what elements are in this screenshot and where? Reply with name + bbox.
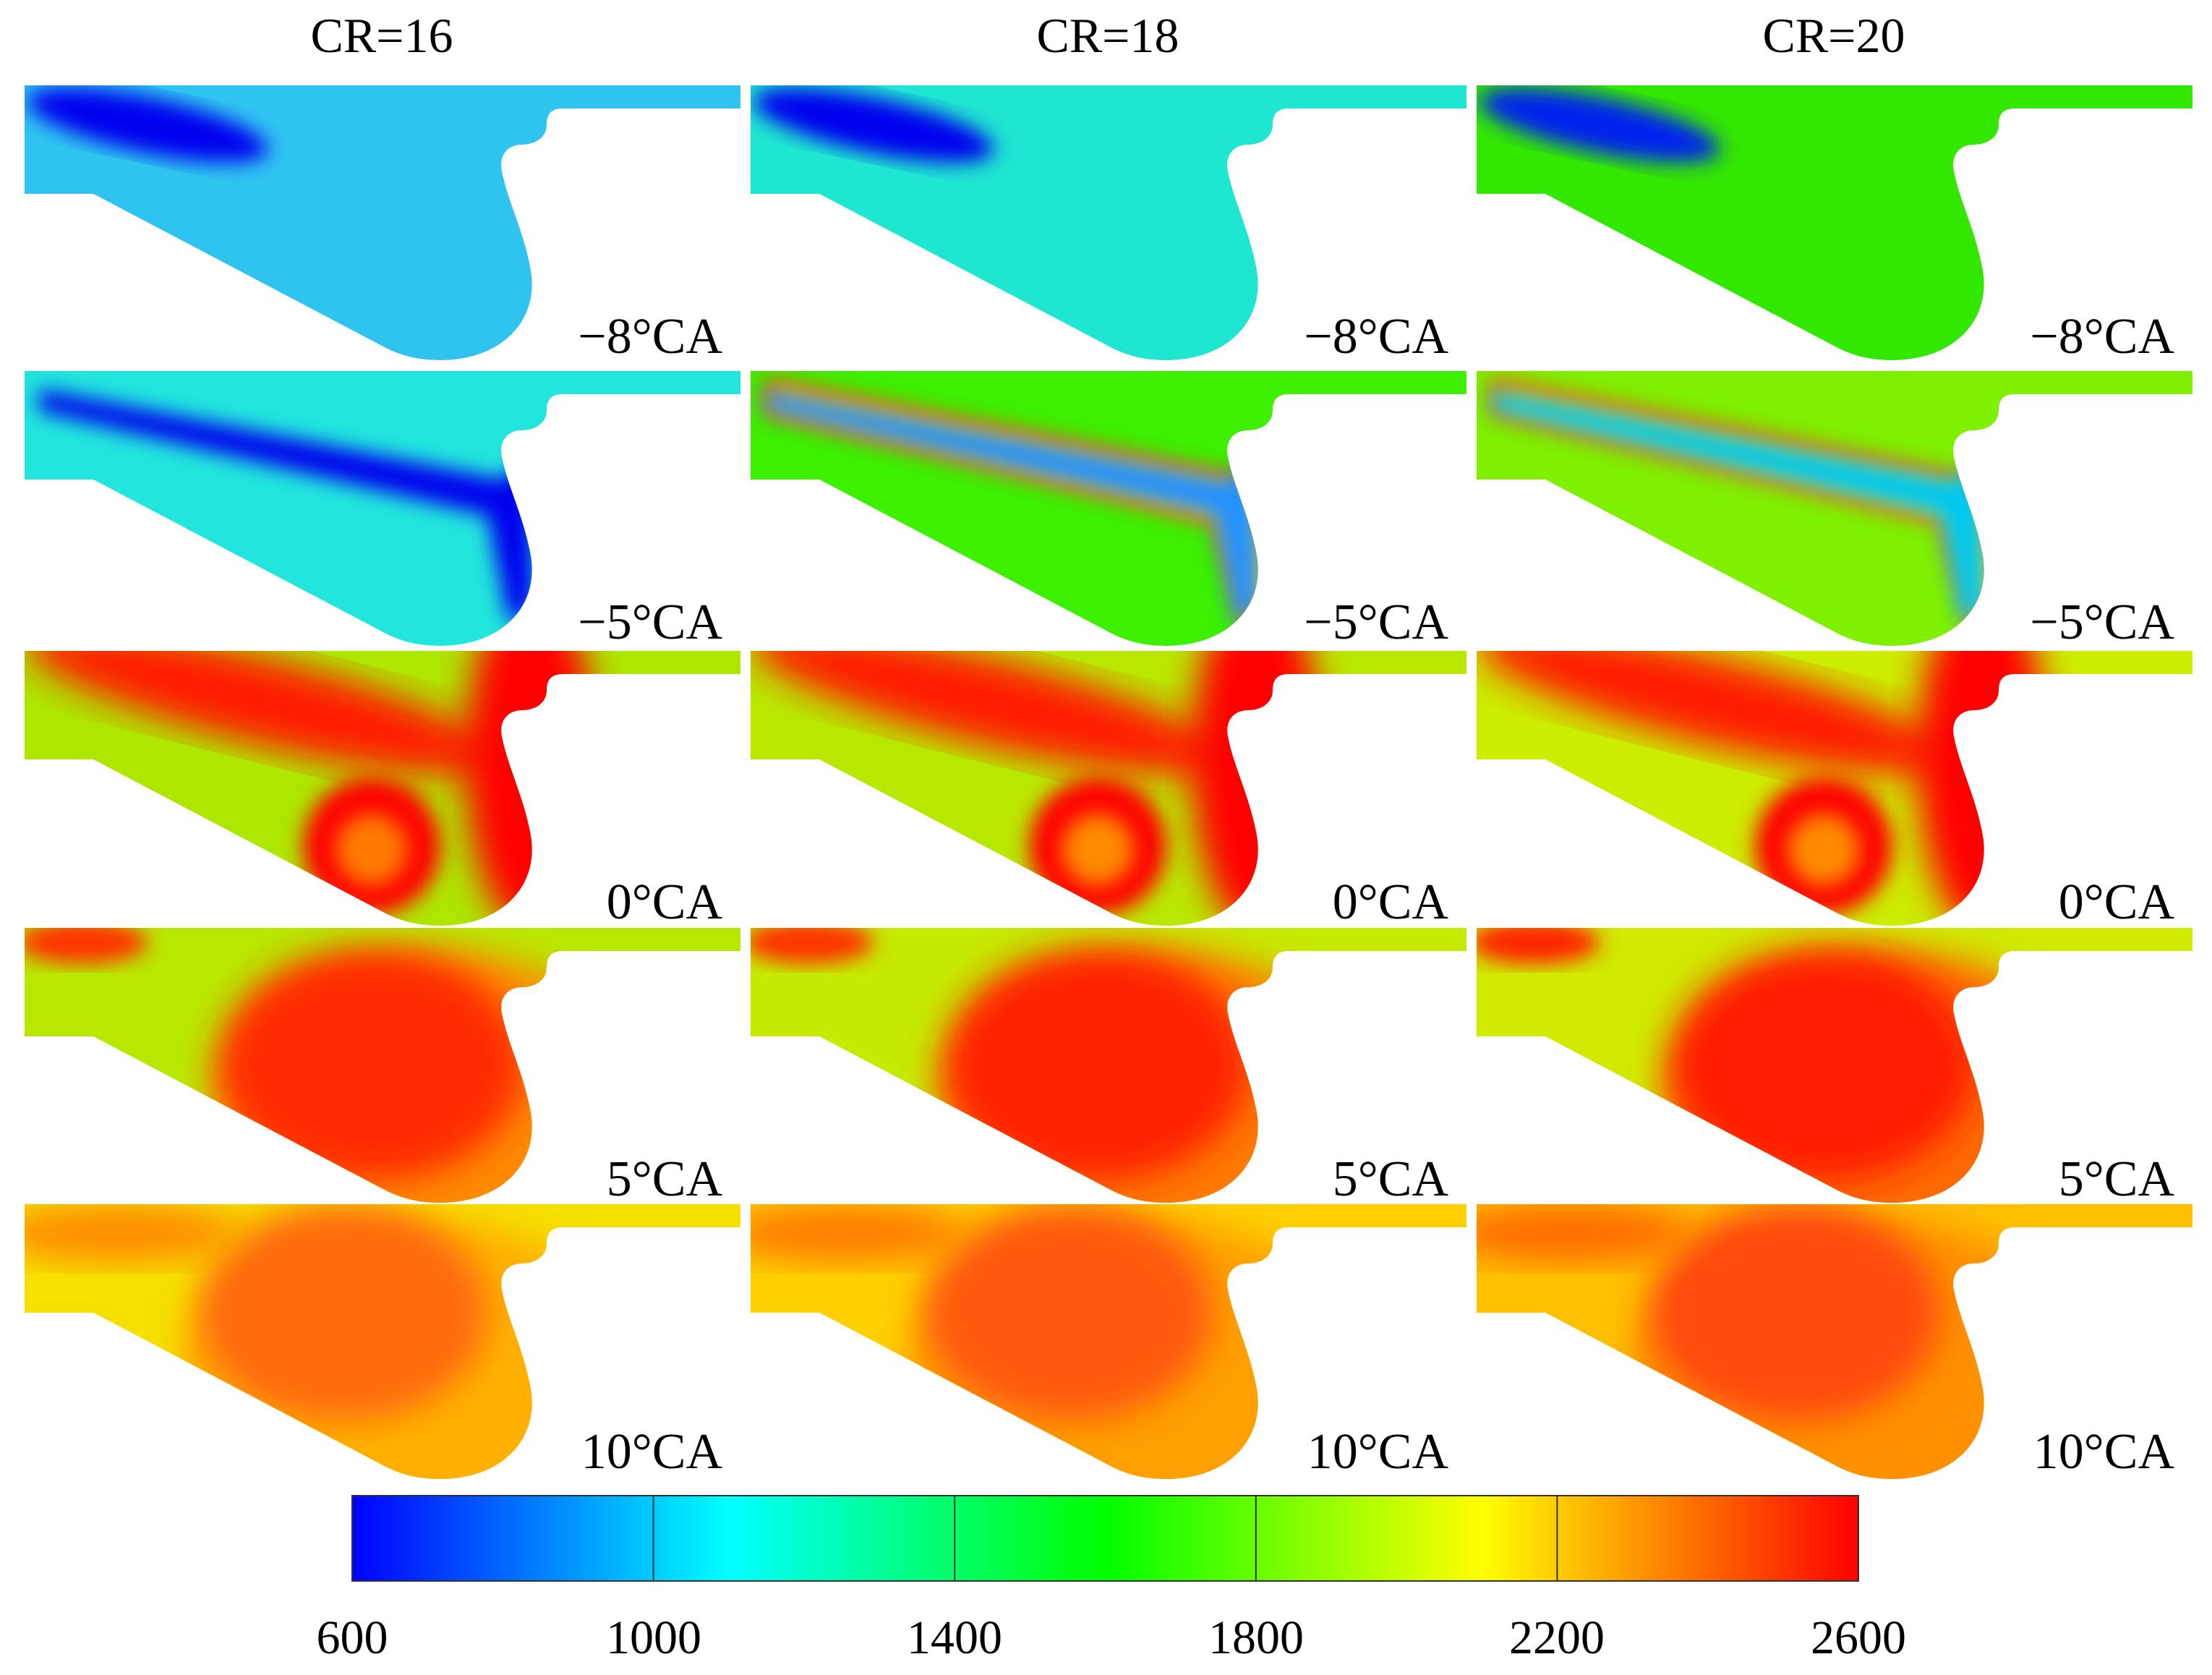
recirculation-core: [1062, 814, 1134, 886]
hot-vortex: [1672, 950, 1976, 1181]
fuel-spray-core: [1479, 88, 1720, 163]
colorbar-gradient: [351, 1495, 1859, 1582]
crank-angle-label: −5°CA: [1304, 594, 1448, 650]
contour-panel-col3-row2: −5°CA: [1477, 371, 2192, 650]
colorbar-tick-1800: 1800: [1208, 1611, 1304, 1664]
contour-panel-col2-row4: 5°CA: [751, 928, 1466, 1207]
fuel-spray-core: [753, 88, 994, 163]
crank-angle-label: −5°CA: [578, 594, 722, 650]
hot-vortex: [220, 950, 524, 1181]
contour-panel-col3-row4: 5°CA: [1477, 928, 2192, 1207]
column-title-cr16: CR=16: [310, 8, 453, 63]
hot-spray-region: [1477, 651, 1955, 775]
bowl-wall-hot-region: [466, 651, 596, 926]
colorbar-dividers: [652, 1496, 1558, 1581]
hot-spray-region: [751, 651, 1229, 775]
squish-warm-region: [751, 1204, 968, 1262]
contour-panel-col3-row1: −8°CA: [1477, 85, 2192, 365]
column-titles: CR=16 CR=18 CR=20: [310, 8, 1905, 63]
crank-angle-label: 5°CA: [2059, 1151, 2175, 1207]
crank-angle-label: 10°CA: [2033, 1424, 2175, 1480]
crank-angle-label: 0°CA: [2059, 874, 2175, 930]
squish-hot-spot: [1477, 928, 1600, 964]
bowl-wall-hot-region: [1918, 651, 2048, 926]
crank-angle-label: −8°CA: [1304, 309, 1448, 365]
recirculation-core: [336, 814, 408, 886]
contour-panel-col1-row2: −5°CA: [25, 371, 740, 650]
crank-angle-label: 0°CA: [1333, 874, 1449, 930]
contour-panel-col2-row2: −5°CA: [751, 371, 1466, 650]
crank-angle-label: 10°CA: [581, 1424, 723, 1480]
hot-region: [198, 1204, 487, 1421]
fuel-spray-core: [39, 389, 534, 624]
colorbar-tick-labels: 600 1000 1400 1800 2200 2600: [317, 1611, 1907, 1664]
crank-angle-label: −8°CA: [578, 309, 722, 365]
hot-region: [1650, 1204, 1939, 1421]
flame-front-outer: [765, 378, 1300, 646]
contour-panel-col1-row4: 5°CA: [25, 928, 740, 1207]
contour-panel-col2-row1: −8°CA: [751, 85, 1466, 365]
recirculation-core: [1788, 814, 1860, 886]
squish-hot-spot: [25, 928, 148, 964]
colorbar-tick-600: 600: [317, 1611, 388, 1664]
crank-angle-label: −8°CA: [2030, 309, 2174, 365]
colorbar-tick-2200: 2200: [1509, 1611, 1605, 1664]
colorbar-tick-1400: 1400: [907, 1611, 1002, 1664]
fuel-spray-core: [1491, 389, 1986, 624]
colorbar-tick-2600: 2600: [1811, 1611, 1906, 1664]
colorbar-tick-1000: 1000: [606, 1611, 701, 1664]
squish-warm-region: [1477, 1204, 1694, 1262]
hot-region: [924, 1204, 1213, 1421]
squish-hot-spot: [751, 928, 874, 964]
contour-panel-col1-row1: −8°CA: [25, 85, 740, 365]
bowl-wall-hot-region: [1192, 651, 1322, 926]
contour-panel-grid: −8°CA −5°CA 0°CA 5°CA 10°CA −8°CA −5°CA 0°CA 5°C…: [25, 85, 2192, 1480]
crank-angle-label: 5°CA: [1333, 1151, 1449, 1207]
column-title-cr20: CR=20: [1762, 8, 1905, 63]
hot-spray-region: [25, 651, 503, 775]
crank-angle-label: −5°CA: [2030, 594, 2174, 650]
crank-angle-label: 5°CA: [607, 1151, 723, 1207]
crank-angle-label: 0°CA: [607, 874, 723, 930]
hot-vortex: [946, 950, 1250, 1181]
crank-angle-label: 10°CA: [1307, 1424, 1449, 1480]
fuel-spray-core: [765, 389, 1260, 624]
temperature-colorbar: 600 1000 1400 1800 2200 2600: [317, 1495, 1907, 1664]
squish-warm-region: [25, 1204, 242, 1262]
fuel-spray-core: [27, 88, 268, 163]
flame-front-outer: [1491, 378, 2026, 646]
column-title-cr18: CR=18: [1036, 8, 1179, 63]
